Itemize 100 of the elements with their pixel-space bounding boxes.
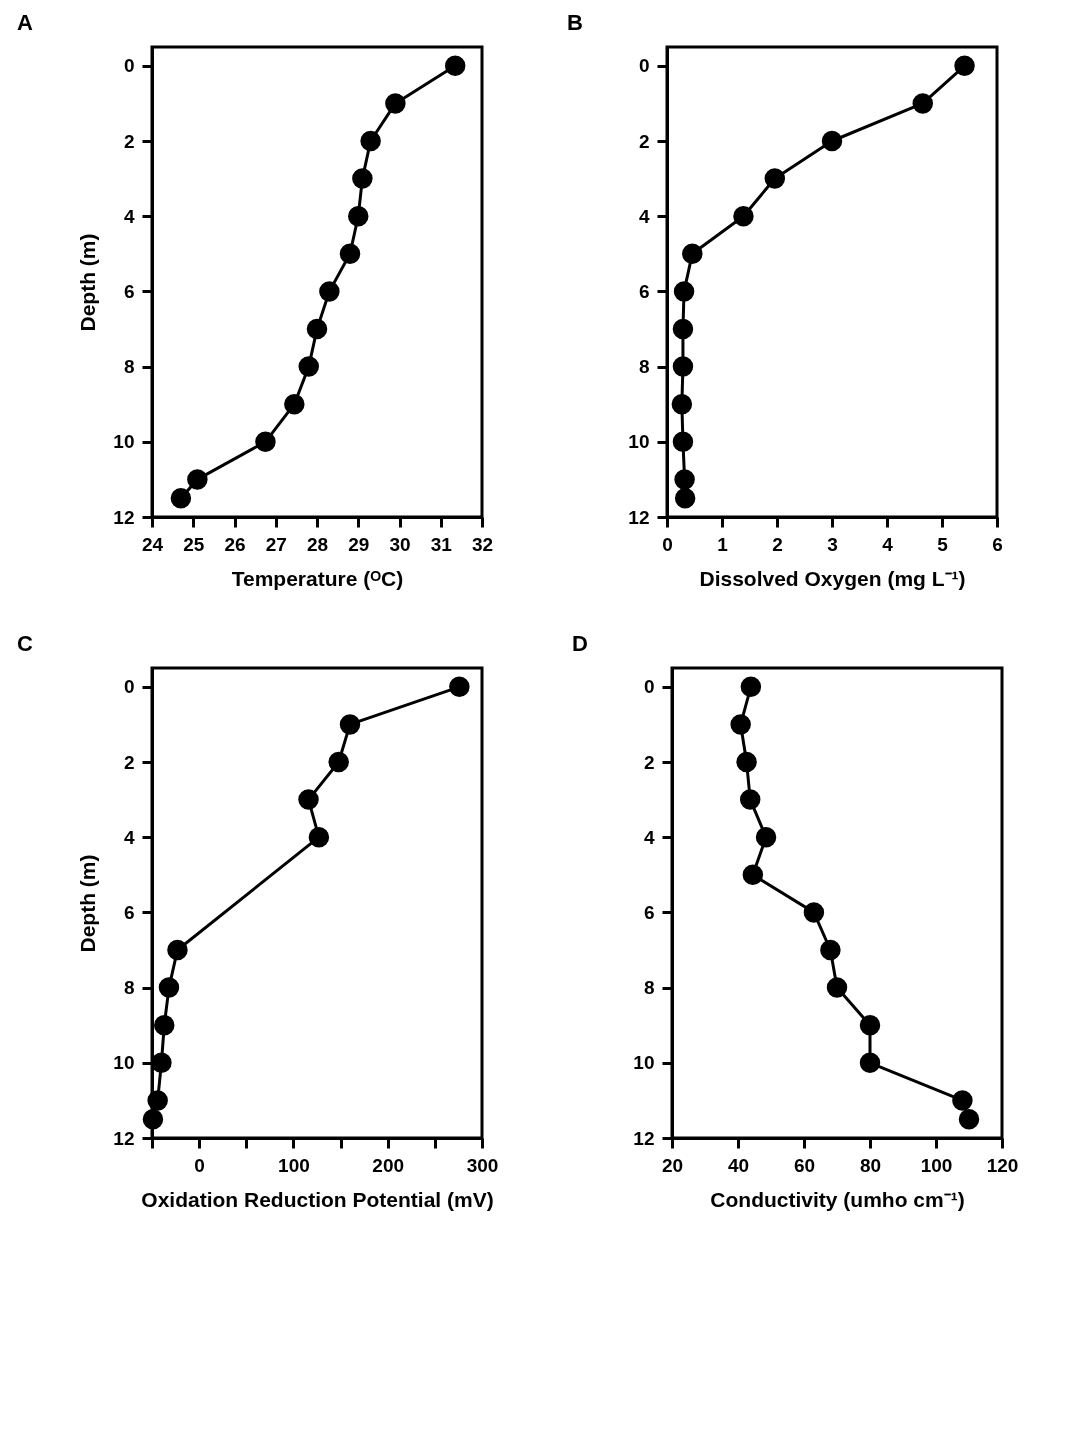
x-tick-label: 30 — [389, 533, 411, 555]
x-tick-label: 0 — [194, 1154, 205, 1176]
x-tick-label: 300 — [466, 1154, 499, 1176]
y-tick-label: 8 — [638, 356, 650, 378]
x-tick-label: 6 — [992, 533, 1003, 555]
x-tick-label: 32 — [471, 533, 494, 555]
point — [954, 55, 975, 77]
point — [255, 431, 276, 453]
point — [444, 55, 466, 77]
y-tick-label: 6 — [638, 280, 650, 302]
y-tick-label: 12 — [633, 1127, 655, 1149]
chart-title: B — [567, 10, 583, 35]
x-tick-label: 1 — [717, 533, 729, 555]
point — [803, 902, 825, 923]
point — [151, 1052, 172, 1074]
point — [755, 826, 777, 848]
y-tick-label: 10 — [633, 1052, 655, 1074]
point — [319, 281, 340, 302]
point — [736, 751, 757, 773]
x-tick-label: 20 — [661, 1154, 684, 1176]
y-tick-label: 4 — [638, 205, 650, 227]
x-tick-label: 2 — [772, 533, 783, 555]
point — [385, 93, 406, 114]
y-tick-label: 12 — [113, 1127, 135, 1149]
x-tick-label: 100 — [920, 1154, 953, 1176]
y-tick-label: 6 — [643, 901, 655, 923]
y-tick-label: 8 — [123, 356, 135, 378]
point — [154, 1014, 175, 1036]
x-tick-label: 0 — [662, 533, 673, 555]
x-tick-label: 31 — [430, 533, 453, 555]
point — [308, 826, 330, 848]
point — [952, 1090, 973, 1111]
point — [912, 93, 933, 114]
y-tick-label: 4 — [643, 826, 655, 848]
point — [158, 977, 180, 998]
point — [187, 469, 208, 490]
y-tick-label: 4 — [123, 205, 135, 227]
point — [958, 1108, 980, 1130]
x-tick-label: 100 — [278, 1154, 310, 1176]
x-tick-label: 28 — [306, 533, 329, 555]
point — [821, 130, 843, 152]
point — [859, 1014, 881, 1036]
y-tick-label: 6 — [123, 280, 135, 302]
point — [328, 751, 349, 773]
y-tick-label: 10 — [113, 1052, 135, 1074]
x-axis-title: Dissolved Oxygen (mg L⁻¹) — [699, 566, 966, 590]
point — [167, 939, 188, 961]
y-tick-label: 0 — [123, 55, 135, 77]
point — [339, 243, 361, 265]
x-tick-label: 3 — [827, 533, 838, 555]
point — [449, 676, 470, 698]
y-tick-label: 2 — [643, 751, 655, 773]
y-axis-title: Depth (m) — [75, 233, 99, 332]
y-tick-label: 12 — [628, 506, 650, 528]
x-tick-label: 4 — [882, 533, 894, 555]
point — [742, 864, 764, 886]
point — [764, 168, 786, 189]
point — [682, 243, 703, 265]
y-tick-label: 0 — [643, 676, 655, 698]
chart-title: D — [572, 631, 588, 656]
y-tick-label: 2 — [123, 130, 135, 152]
y-tick-label: 2 — [123, 751, 135, 773]
point — [859, 1052, 881, 1074]
point — [142, 1108, 164, 1130]
x-tick-label: 5 — [937, 533, 949, 555]
point — [733, 205, 754, 227]
x-tick-label: 60 — [793, 1154, 816, 1176]
x-axis-title: Conductivity (umho cm⁻¹) — [710, 1187, 965, 1211]
point — [298, 789, 319, 810]
x-tick-label: 24 — [141, 533, 164, 555]
point — [348, 205, 369, 227]
point — [672, 356, 694, 377]
y-tick-label: 6 — [123, 901, 135, 923]
point — [352, 168, 373, 189]
point — [672, 431, 694, 453]
x-axis-title: Oxidation Reduction Potential (mV) — [141, 1187, 494, 1211]
x-tick-label: 80 — [859, 1154, 882, 1176]
point — [298, 356, 319, 377]
x-tick-label: 200 — [372, 1154, 405, 1176]
x-tick-label: 27 — [265, 533, 287, 555]
point — [674, 487, 696, 509]
point — [360, 130, 381, 152]
point — [306, 318, 328, 340]
point — [673, 281, 695, 302]
chart-title: C — [17, 631, 33, 656]
y-tick-label: 8 — [643, 977, 655, 999]
x-tick-label: 120 — [986, 1154, 1019, 1176]
y-tick-label: 2 — [638, 130, 650, 152]
x-axis-title: Temperature (ᴼC) — [231, 566, 404, 590]
point — [730, 714, 751, 735]
y-axis-title: Depth (m) — [75, 854, 99, 953]
point — [820, 939, 841, 961]
point — [339, 714, 361, 735]
x-tick-label: 29 — [348, 533, 370, 555]
point — [826, 977, 848, 998]
y-tick-label: 8 — [123, 977, 135, 999]
x-tick-label: 40 — [727, 1154, 750, 1176]
y-tick-label: 0 — [638, 55, 650, 77]
point — [147, 1090, 168, 1111]
x-tick-label: 26 — [224, 533, 246, 555]
